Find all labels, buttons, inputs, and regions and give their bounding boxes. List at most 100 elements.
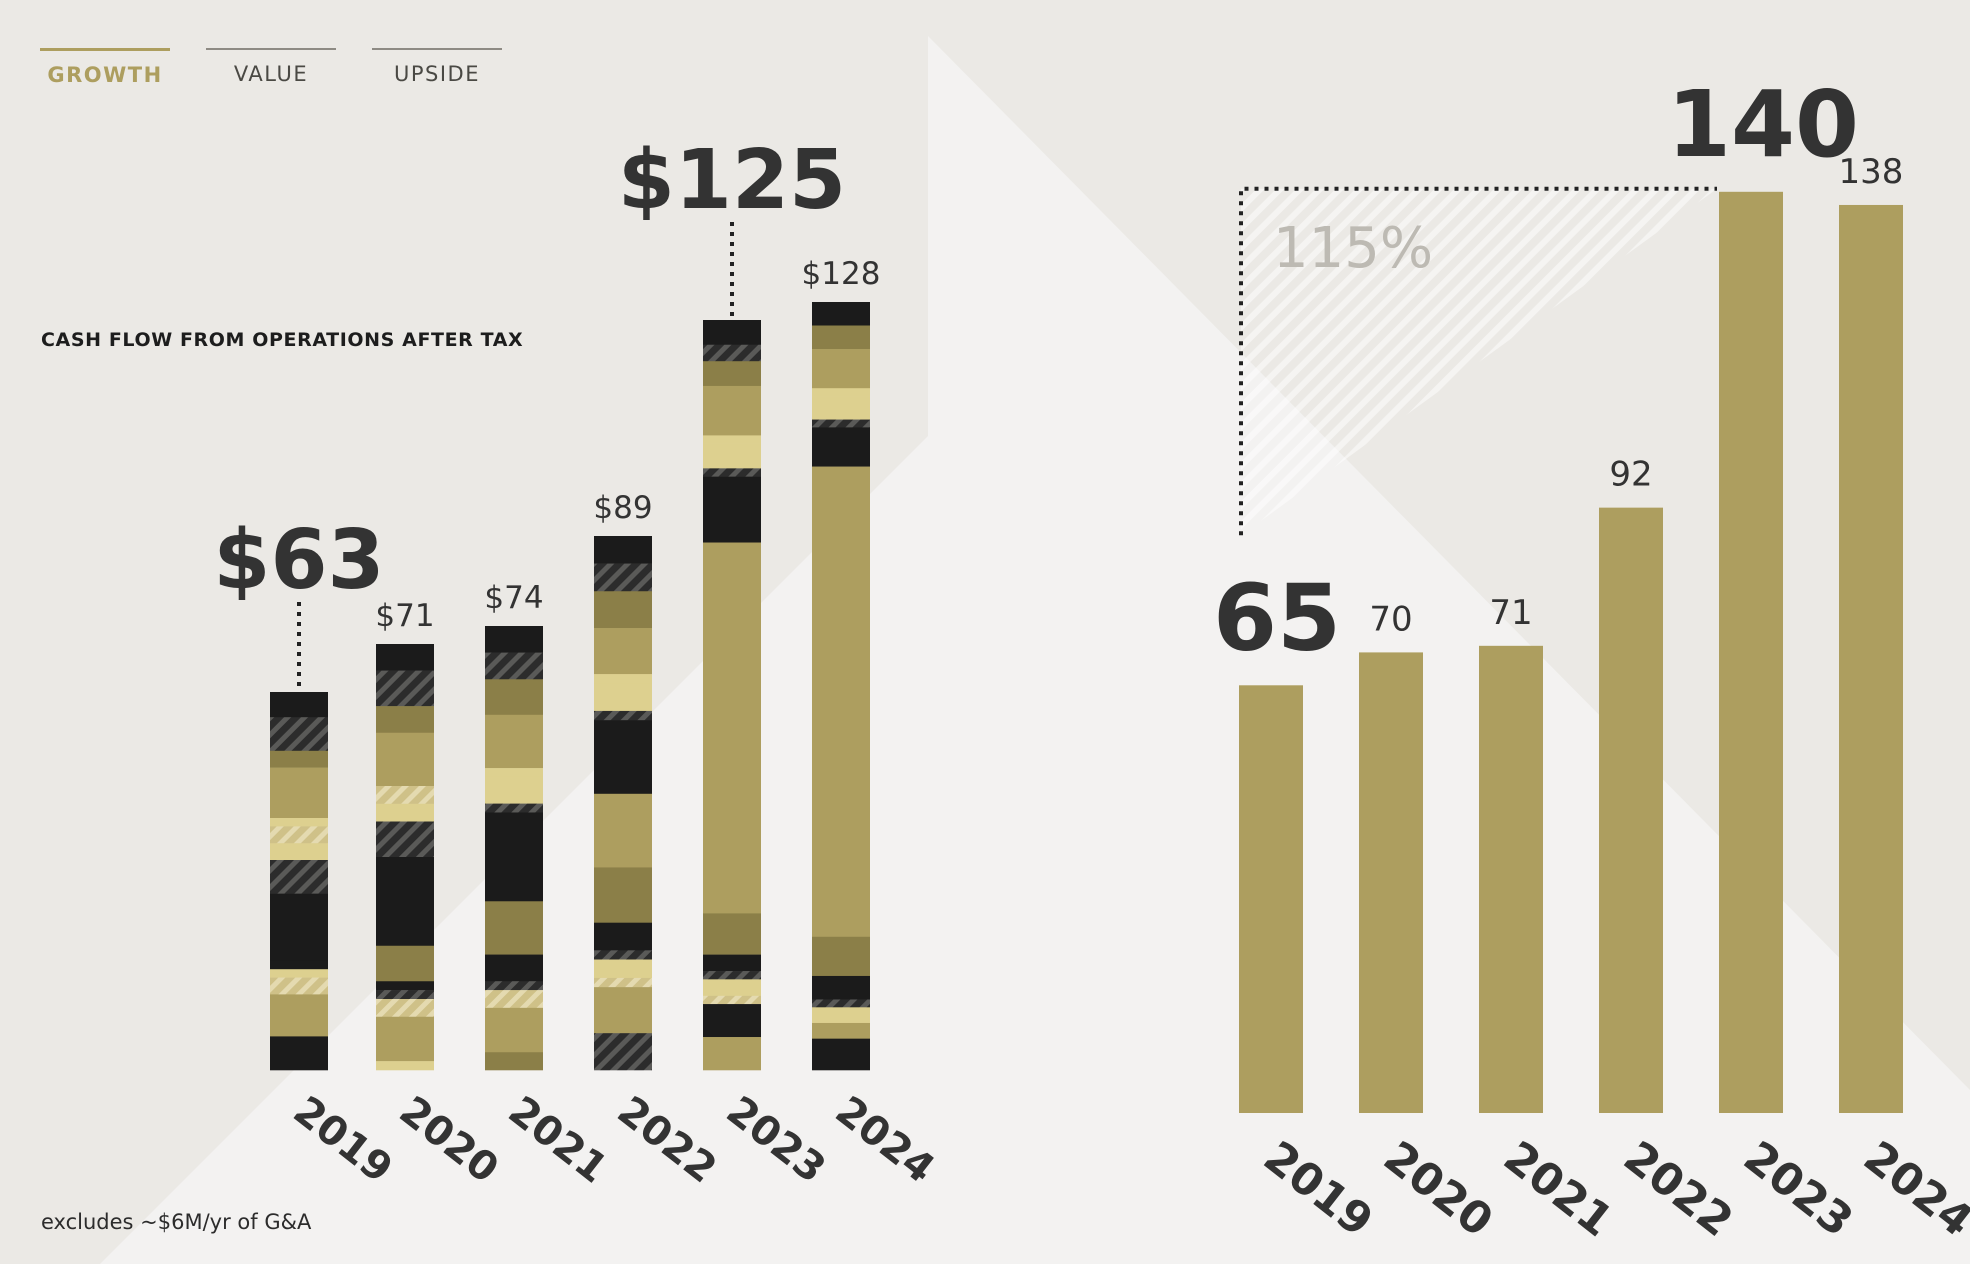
cfo-bar-2021-segment bbox=[485, 901, 543, 955]
cfo-year-label: 2024 bbox=[827, 1088, 943, 1193]
cfo-bar-2019-segment bbox=[270, 1036, 328, 1071]
production-value-label: 71 bbox=[1489, 593, 1532, 633]
cfo-value-label: $74 bbox=[484, 580, 543, 616]
cfo-value-label: $125 bbox=[618, 133, 846, 228]
production-bar-2022 bbox=[1599, 507, 1663, 1113]
tab-upside[interactable]: UPSIDE bbox=[372, 48, 502, 87]
production-value-label: 65 bbox=[1213, 564, 1341, 671]
cfo-bar-2022-segment bbox=[594, 959, 652, 979]
cfo-bar-2022-segment bbox=[594, 683, 652, 712]
cfo-bar-2024-segment bbox=[812, 396, 870, 420]
cfo-bar-2022-segment bbox=[594, 591, 652, 629]
cfo-bar-2023-segment bbox=[703, 443, 761, 469]
production-bar-2020 bbox=[1359, 652, 1423, 1113]
cfo-bar-2020-segment bbox=[376, 670, 434, 707]
cfo-bar-2021-segment bbox=[485, 768, 543, 778]
bg-light-triangle-right bbox=[928, 36, 1970, 1264]
cfo-bar-2023-segment bbox=[703, 476, 761, 543]
tab-bar: GROWTH VALUE UPSIDE bbox=[40, 48, 502, 87]
cfo-bar-2022-segment bbox=[594, 950, 652, 960]
production-value-label: 138 bbox=[1839, 152, 1904, 192]
cfo-bar-2024-segment bbox=[812, 466, 870, 938]
cfo-bar-2024-segment bbox=[812, 325, 870, 350]
cfo-bar-2021-segment bbox=[485, 803, 543, 813]
cfo-bar-2020-segment bbox=[376, 821, 434, 858]
growth-dotted-bracket bbox=[1239, 186, 1717, 536]
cfo-value-label: $63 bbox=[213, 513, 384, 608]
cfo-bar-2020-segment bbox=[376, 981, 434, 991]
left-chart-title: CASH FLOW FROM OPERATIONS AFTER TAX bbox=[41, 329, 524, 351]
cfo-bar-2019-segment bbox=[270, 860, 328, 894]
cfo-bar-2020-segment bbox=[376, 1016, 434, 1062]
cfo-bar-2019-segment bbox=[270, 750, 328, 768]
production-year-label: 2023 bbox=[1734, 1131, 1862, 1247]
cfo-bar-2019-segment bbox=[270, 893, 328, 962]
cfo-bar-2024-segment bbox=[812, 975, 870, 1000]
cfo-value-label: $128 bbox=[802, 256, 881, 292]
cfo-bar-2023-segment bbox=[703, 1004, 761, 1038]
production-year-label: 2019 bbox=[1254, 1131, 1382, 1247]
cfo-bar-2023-segment bbox=[703, 361, 761, 387]
growth-hatch-area bbox=[1241, 188, 1717, 536]
production-value-label: 140 bbox=[1667, 71, 1859, 178]
cfo-bar-2022-segment bbox=[594, 720, 652, 795]
cfo-bar-2024-segment bbox=[812, 936, 870, 977]
tab-growth[interactable]: GROWTH bbox=[40, 48, 170, 87]
production-year-label: 2021 bbox=[1494, 1131, 1622, 1247]
cfo-bar-2019-segment bbox=[270, 994, 328, 1037]
production-bar-2024 bbox=[1839, 204, 1903, 1113]
cfo-bar-2020-segment bbox=[376, 644, 434, 671]
cfo-bar-2023-segment bbox=[703, 320, 761, 346]
cfo-bar-2021-segment bbox=[485, 679, 543, 716]
cfo-bar-2022-segment bbox=[594, 922, 652, 951]
production-value-label: 92 bbox=[1609, 455, 1652, 495]
footnote: excludes ~$6M/yr of G&A bbox=[41, 1210, 312, 1234]
cfo-bar-2024-segment bbox=[812, 1038, 870, 1071]
production-bar-2019 bbox=[1239, 685, 1303, 1113]
production-year-label: 2024 bbox=[1854, 1131, 1970, 1247]
cfo-bar-2019-segment bbox=[270, 960, 328, 970]
cfo-bar-2020-segment bbox=[376, 999, 434, 1018]
cfo-bar-2020-segment bbox=[376, 857, 434, 947]
cfo-bar-2024-segment bbox=[812, 388, 870, 397]
cfo-bar-2024-segment bbox=[812, 302, 870, 326]
cfo-bar-2019-segment bbox=[270, 767, 328, 819]
cfo-bar-2020-segment bbox=[376, 706, 434, 734]
cfo-bar-2023-segment bbox=[703, 542, 761, 914]
cfo-bar-2022-segment bbox=[594, 793, 652, 868]
production-bar-2021 bbox=[1479, 645, 1543, 1113]
cfo-bar-2023-segment bbox=[703, 954, 761, 972]
cfo-bar-2019-segment bbox=[270, 826, 328, 844]
cfo-bar-2022-segment bbox=[594, 710, 652, 721]
production-bar-2023 bbox=[1719, 191, 1783, 1114]
cfo-bar-2023-segment bbox=[703, 971, 761, 980]
cfo-bar-2019-segment bbox=[270, 717, 328, 752]
cfo-bar-2023-segment bbox=[703, 468, 761, 477]
cfo-year-label: 2023 bbox=[718, 1088, 834, 1193]
cfo-bar-2019-segment bbox=[270, 818, 328, 827]
cfo-bar-2022-segment bbox=[594, 563, 652, 592]
cfo-year-label: 2022 bbox=[609, 1088, 725, 1193]
cfo-bar-2020-segment bbox=[376, 1061, 434, 1071]
cfo-bar-2024-segment bbox=[812, 419, 870, 428]
cfo-bar-2020-segment bbox=[376, 945, 434, 982]
growth-percent-label: 115% bbox=[1273, 216, 1433, 281]
cfo-bar-2023-segment bbox=[703, 435, 761, 444]
cfo-bar-2020-segment bbox=[376, 803, 434, 822]
cfo-bar-2021-segment bbox=[485, 990, 543, 1009]
cfo-bar-2021-segment bbox=[485, 812, 543, 902]
cfo-bar-2022-segment bbox=[594, 987, 652, 1034]
tab-value[interactable]: VALUE bbox=[206, 48, 336, 87]
cfo-bar-2021-segment bbox=[485, 1007, 543, 1053]
cfo-bar-2021-segment bbox=[485, 1052, 543, 1071]
cfo-value-label: $89 bbox=[593, 490, 652, 526]
cfo-bar-2021-segment bbox=[485, 652, 543, 680]
cfo-year-label: 2019 bbox=[285, 1088, 401, 1193]
cfo-bar-2023-segment bbox=[703, 979, 761, 997]
cfo-bar-2021-segment bbox=[485, 954, 543, 982]
cfo-bar-2021-segment bbox=[485, 714, 543, 769]
cfo-bar-2024-segment bbox=[812, 349, 870, 389]
cfo-bar-2020-segment bbox=[376, 990, 434, 1000]
cfo-bar-2023-segment bbox=[703, 344, 761, 362]
